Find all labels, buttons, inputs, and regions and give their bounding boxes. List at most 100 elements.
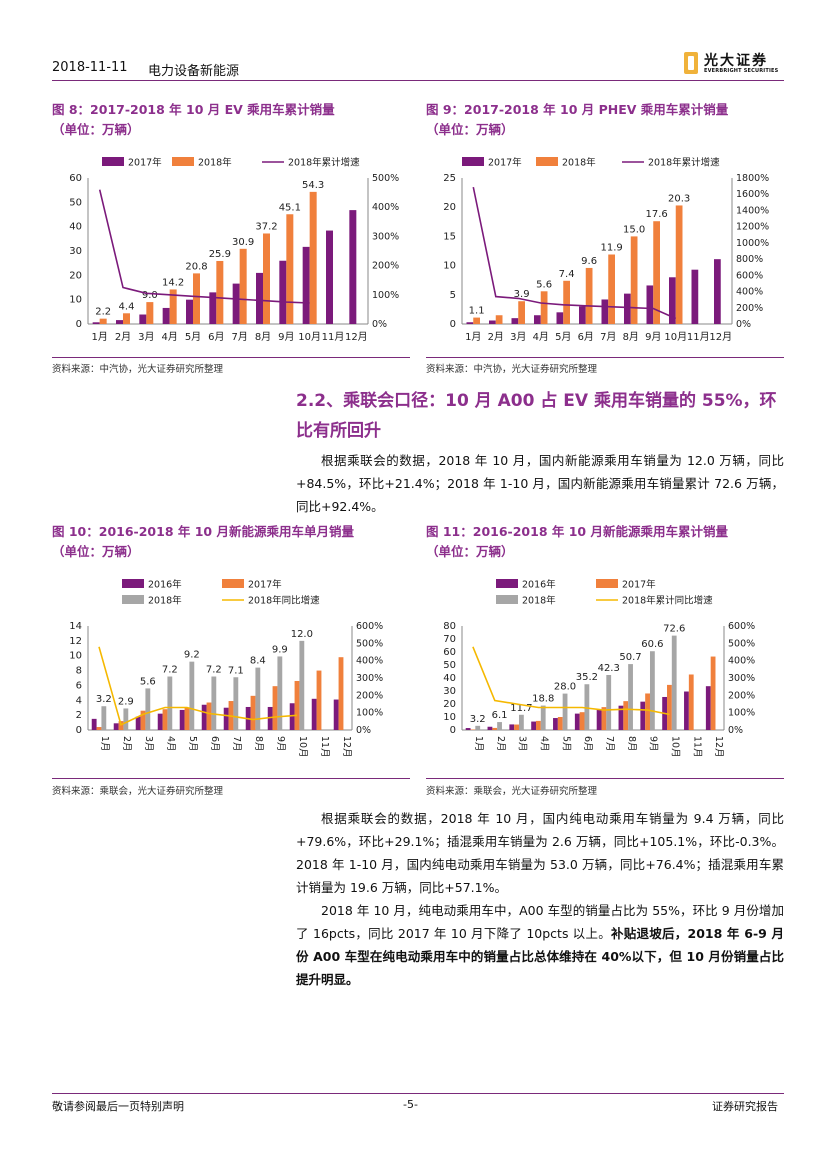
bar-fig10-1 xyxy=(206,702,212,730)
legend-label: 2017年 xyxy=(248,579,282,591)
fig10-source: 资料来源：乘联会，光大证券研究所整理 xyxy=(52,786,224,797)
y2-tick-label: 400% xyxy=(356,656,383,667)
bar-fig9-0 xyxy=(691,269,699,324)
data-label: 45.1 xyxy=(279,202,301,213)
y2-tick-label: 400% xyxy=(372,202,399,213)
x-tick-label: 10月 xyxy=(297,736,308,758)
paragraph-3: 2018 年 10 月，纯电动乘用车中，A00 车型的销量占比为 55%，环比 … xyxy=(296,899,784,991)
x-tick-label: 6月 xyxy=(582,736,593,752)
legend-bar-swatch xyxy=(122,579,144,588)
data-label: 18.8 xyxy=(532,694,554,705)
bar-fig11-0 xyxy=(574,713,580,730)
bar-fig10-2 xyxy=(233,677,239,730)
bar-fig11-2 xyxy=(540,705,546,730)
y2-tick-label: 500% xyxy=(372,173,399,184)
y2-tick-label: 1800% xyxy=(736,173,769,184)
bar-fig11-2 xyxy=(475,725,481,730)
legend-label: 2018年 xyxy=(522,595,556,607)
bar-fig10-2 xyxy=(123,708,129,730)
y-tick-label: 0 xyxy=(450,725,456,736)
data-label: 20.8 xyxy=(185,261,207,272)
header-divider xyxy=(52,80,784,81)
bar-fig11-2 xyxy=(671,635,677,730)
y2-tick-label: 1600% xyxy=(736,189,769,200)
data-label: 14.2 xyxy=(162,277,184,288)
bar-fig8-1 xyxy=(309,191,317,324)
data-label: 37.2 xyxy=(255,221,277,232)
x-tick-label: 9月 xyxy=(275,736,286,752)
y-tick-label: 8 xyxy=(76,666,82,677)
bar-fig11-0 xyxy=(531,721,537,730)
bar-fig9-1 xyxy=(608,254,615,324)
y-tick-label: 0 xyxy=(76,319,82,330)
bar-fig11-1 xyxy=(710,656,716,730)
x-tick-label: 8月 xyxy=(253,736,264,752)
y2-tick-label: 500% xyxy=(728,638,755,649)
legend-label: 2016年 xyxy=(522,579,556,591)
bar-fig9-1 xyxy=(563,280,570,324)
paragraph-3-text: 2018 年 10 月，纯电动乘用车中，A00 车型的销量占比为 55%，环比 … xyxy=(296,899,784,991)
bar-fig9-1 xyxy=(495,315,503,324)
bar-fig10-2 xyxy=(101,706,107,730)
bar-fig11-1 xyxy=(667,684,672,730)
data-label: 30.9 xyxy=(232,237,254,248)
bar-fig10-0 xyxy=(113,723,119,730)
data-label: 11.7 xyxy=(510,703,532,714)
y2-tick-label: 600% xyxy=(736,270,763,281)
bar-fig8-1 xyxy=(263,233,270,324)
bar-fig8-1 xyxy=(123,313,130,324)
bar-fig10-1 xyxy=(272,686,278,730)
bar-fig10-2 xyxy=(189,661,195,730)
bar-fig9-0 xyxy=(534,315,541,324)
y2-tick-label: 0% xyxy=(356,725,371,736)
data-label: 4.4 xyxy=(119,301,135,312)
legend-bar-swatch xyxy=(102,157,124,166)
y-tick-label: 0 xyxy=(76,725,82,736)
x-tick-label: 9月 xyxy=(648,736,659,752)
y-tick-label: 14 xyxy=(69,621,82,632)
bar-fig8-0 xyxy=(232,283,240,324)
y-tick-label: 70 xyxy=(443,634,456,645)
bar-fig10-1 xyxy=(250,695,256,730)
bar-fig9-1 xyxy=(585,267,593,324)
bar-fig8-0 xyxy=(209,292,217,324)
data-label: 2.9 xyxy=(118,696,134,707)
fig9-divider xyxy=(426,357,784,358)
y-tick-label: 12 xyxy=(69,636,82,647)
bar-fig11-1 xyxy=(645,693,650,730)
data-label: 1.1 xyxy=(469,306,485,317)
fig11-title-line1: 图 11：2016-2018 年 10 月新能源乘用车累计销量 xyxy=(426,524,728,539)
fig11-source: 资料来源：乘联会，光大证券研究所整理 xyxy=(426,786,598,797)
fig8-title-line2: （单位：万辆） xyxy=(52,122,140,137)
x-tick-label: 6月 xyxy=(578,331,594,343)
bar-fig10-1 xyxy=(96,727,102,730)
x-tick-label: 4月 xyxy=(533,331,549,343)
x-tick-label: 7月 xyxy=(604,736,615,752)
x-tick-label: 7月 xyxy=(231,736,242,752)
paragraph-1-text: 根据乘联会的数据，2018 年 10 月，国内新能源乘用车销量为 12.0 万辆… xyxy=(296,453,784,514)
y2-tick-label: 200% xyxy=(372,261,399,272)
y2-tick-label: 400% xyxy=(736,287,763,298)
bar-fig11-1 xyxy=(579,712,585,730)
legend-label: 2018年 xyxy=(148,595,182,607)
y2-tick-label: 100% xyxy=(356,708,383,719)
bar-fig11-1 xyxy=(688,674,694,730)
growth-line-fig8 xyxy=(98,189,310,304)
fig11-title: 图 11：2016-2018 年 10 月新能源乘用车累计销量 （单位：万辆） xyxy=(426,522,786,562)
legend-label: 2017年 xyxy=(488,157,522,169)
x-tick-label: 8月 xyxy=(626,736,637,752)
data-label: 50.7 xyxy=(619,652,641,663)
fig11-title-line2: （单位：万辆） xyxy=(426,544,514,559)
y2-tick-label: 800% xyxy=(736,254,763,265)
data-label: 7.1 xyxy=(228,665,244,676)
y2-tick-label: 100% xyxy=(728,708,755,719)
fig10-title: 图 10：2016-2018 年 10 月新能源乘用车单月销量 （单位：万辆） xyxy=(52,522,412,562)
x-tick-label: 1月 xyxy=(91,331,107,343)
data-label: 20.3 xyxy=(668,193,690,204)
y-tick-label: 5 xyxy=(450,290,456,301)
data-label: 72.6 xyxy=(663,624,685,635)
legend-bar-swatch xyxy=(172,157,194,166)
y2-tick-label: 1200% xyxy=(736,222,769,233)
data-label: 8.4 xyxy=(250,656,266,667)
bar-fig9-1 xyxy=(518,301,525,324)
